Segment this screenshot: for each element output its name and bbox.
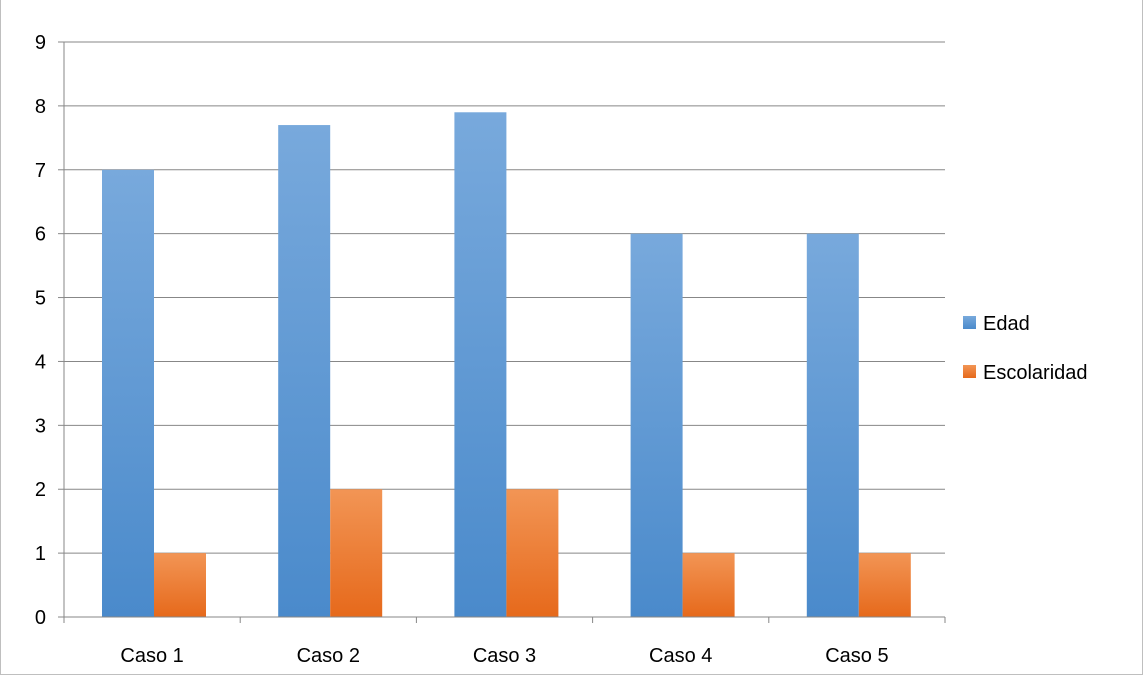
x-tick-label: Caso 4 bbox=[649, 645, 712, 667]
bar-edad-2 bbox=[278, 125, 331, 618]
x-tick-label: Caso 3 bbox=[473, 645, 536, 667]
legend-swatch-escolaridad bbox=[963, 365, 976, 378]
x-tick-label: Caso 2 bbox=[297, 645, 360, 667]
bars bbox=[102, 112, 911, 618]
y-tick-label: 6 bbox=[35, 224, 46, 246]
y-tick-label: 7 bbox=[35, 160, 46, 182]
bar-escolaridad-4 bbox=[682, 553, 735, 617]
bar-escolaridad-3 bbox=[506, 489, 559, 617]
legend-label-edad: Edad bbox=[983, 313, 1030, 335]
bar-escolaridad-5 bbox=[858, 553, 911, 617]
y-tick-label: 2 bbox=[35, 479, 46, 501]
y-tick-label: 9 bbox=[35, 32, 46, 54]
axes: 0 1 2 3 4 5 6 7 8 9 Caso 1 Caso 2 Caso 3 Caso 4 Caso 5 bbox=[35, 32, 946, 667]
legend-label-escolaridad: Escolaridad bbox=[983, 362, 1088, 384]
bar-escolaridad-2 bbox=[330, 489, 383, 617]
x-tick-label: Caso 5 bbox=[825, 645, 888, 667]
y-tick-label: 4 bbox=[35, 351, 46, 373]
legend-swatch-edad bbox=[963, 316, 976, 329]
y-tick-label: 0 bbox=[35, 607, 46, 629]
legend: Edad Escolaridad bbox=[963, 313, 1088, 384]
bar-escolaridad-1 bbox=[154, 553, 206, 617]
bar-edad-1 bbox=[102, 169, 154, 617]
bar-edad-5 bbox=[806, 233, 859, 617]
y-tick-label: 1 bbox=[35, 543, 46, 565]
bar-edad-4 bbox=[630, 233, 683, 617]
y-tick-label: 3 bbox=[35, 415, 46, 437]
y-tick-label: 5 bbox=[35, 288, 46, 310]
x-tick-label: Caso 1 bbox=[120, 645, 183, 667]
y-tick-label: 8 bbox=[35, 96, 46, 118]
bar-edad-3 bbox=[454, 112, 507, 618]
